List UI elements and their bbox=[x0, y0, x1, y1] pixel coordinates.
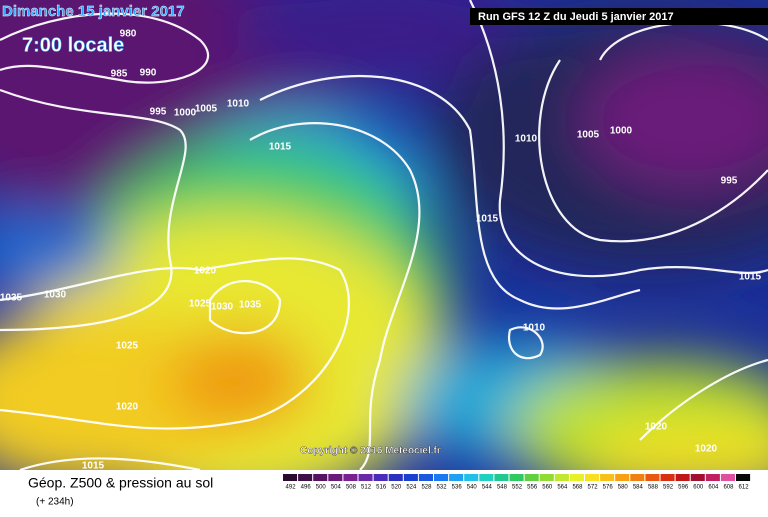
isobar-label: 1020 bbox=[645, 422, 668, 433]
scale-label: 572 bbox=[588, 485, 599, 491]
scale-swatch bbox=[736, 474, 751, 481]
scale-label: 540 bbox=[467, 485, 478, 491]
run-info: Run GFS 12 Z du Jeudi 5 janvier 2017 bbox=[478, 11, 674, 23]
isobar-label: 1015 bbox=[269, 142, 292, 153]
scale-swatch bbox=[585, 474, 600, 481]
scale-label: 592 bbox=[663, 485, 674, 491]
scale-swatch bbox=[388, 474, 403, 481]
scale-swatch bbox=[660, 474, 675, 481]
isobar-label: 1000 bbox=[610, 126, 633, 137]
scale-label: 608 bbox=[723, 485, 734, 491]
scale-swatch bbox=[479, 474, 494, 481]
isobar-label: 1030 bbox=[211, 302, 234, 313]
isobar-label: 1035 bbox=[239, 300, 262, 311]
scale-label: 548 bbox=[497, 485, 508, 491]
scale-swatch bbox=[690, 474, 705, 481]
scale-label: 612 bbox=[739, 485, 750, 491]
isobar-label: 1010 bbox=[227, 99, 250, 110]
scale-label: 504 bbox=[331, 485, 342, 491]
scale-swatch bbox=[494, 474, 509, 481]
isobars bbox=[0, 0, 768, 470]
isobar-label: 1005 bbox=[577, 130, 600, 141]
legend-title: Géop. Z500 & pression au sol bbox=[28, 475, 213, 491]
scale-label: 532 bbox=[437, 485, 448, 491]
scale-swatch bbox=[313, 474, 328, 481]
scale-label: 516 bbox=[376, 485, 387, 491]
forecast-time: 7:00 locale bbox=[22, 34, 124, 56]
scale-label: 564 bbox=[557, 485, 568, 491]
isobar-label: 985 bbox=[111, 69, 128, 80]
scale-swatch bbox=[283, 474, 298, 481]
scale-swatch bbox=[328, 474, 343, 481]
scale-label: 492 bbox=[286, 485, 297, 491]
scale-label: 544 bbox=[482, 485, 493, 491]
isobar-label: 1015 bbox=[739, 272, 762, 283]
scale-swatch bbox=[373, 474, 388, 481]
scale-label: 580 bbox=[618, 485, 629, 491]
forecast-date: Dimanche 15 janvier 2017 bbox=[2, 3, 185, 20]
scale-swatch bbox=[569, 474, 584, 481]
scale-label: 496 bbox=[301, 485, 312, 491]
scale-swatch bbox=[434, 474, 449, 481]
isobar-label: 1025 bbox=[116, 341, 139, 352]
isobar-label: 1005 bbox=[195, 104, 218, 115]
scale-swatch bbox=[464, 474, 479, 481]
scale-label: 596 bbox=[678, 485, 689, 491]
isobar-label: 980 bbox=[120, 29, 137, 40]
run-banner bbox=[470, 8, 768, 25]
isobar-label: 1035 bbox=[0, 293, 23, 304]
isobar-label: 1020 bbox=[695, 444, 718, 455]
scale-label: 536 bbox=[452, 485, 463, 491]
scale-label: 604 bbox=[708, 485, 719, 491]
scale-swatch bbox=[675, 474, 690, 481]
isobar-label: 995 bbox=[150, 107, 167, 118]
scale-swatch bbox=[630, 474, 645, 481]
scale-label: 588 bbox=[648, 485, 659, 491]
scale-swatch bbox=[539, 474, 554, 481]
isobar-label: 1000 bbox=[174, 108, 197, 119]
scale-swatch bbox=[449, 474, 464, 481]
scale-label: 560 bbox=[542, 485, 553, 491]
isobar-label: 1030 bbox=[44, 290, 67, 301]
scale-swatch bbox=[554, 474, 569, 481]
scale-swatch bbox=[600, 474, 615, 481]
scale-swatch bbox=[705, 474, 720, 481]
scale-label: 524 bbox=[406, 485, 417, 491]
isobar-label: 1015 bbox=[82, 461, 105, 472]
scale-label: 508 bbox=[346, 485, 357, 491]
scale-label: 584 bbox=[633, 485, 644, 491]
scale-label: 552 bbox=[512, 485, 523, 491]
scale-swatch bbox=[615, 474, 630, 481]
scale-label: 512 bbox=[361, 485, 372, 491]
scale-swatch bbox=[343, 474, 358, 481]
scale-swatch bbox=[509, 474, 524, 481]
scale-swatch bbox=[418, 474, 433, 481]
scale-swatch bbox=[358, 474, 373, 481]
scale-swatch bbox=[298, 474, 313, 481]
scale-label: 500 bbox=[316, 485, 327, 491]
scale-swatch bbox=[645, 474, 660, 481]
scale-swatch bbox=[403, 474, 418, 481]
scale-label: 568 bbox=[572, 485, 583, 491]
isobar-label: 995 bbox=[721, 176, 738, 187]
isobar-label: 1020 bbox=[116, 402, 139, 413]
isobar-label: 990 bbox=[140, 68, 157, 79]
scale-label: 600 bbox=[693, 485, 704, 491]
scale-label: 528 bbox=[421, 485, 432, 491]
isobar-label: 1010 bbox=[515, 134, 538, 145]
scale-label: 520 bbox=[391, 485, 402, 491]
scale-label: 556 bbox=[527, 485, 538, 491]
scale-swatch bbox=[720, 474, 735, 481]
copyright: Copyright © 2016 Meteociel.fr bbox=[300, 446, 441, 457]
isobar-label: 1020 bbox=[194, 266, 217, 277]
isobar-label: 1025 bbox=[189, 299, 212, 310]
legend-lead: (+ 234h) bbox=[36, 497, 74, 508]
scale-swatch bbox=[524, 474, 539, 481]
isobar-label: 1015 bbox=[476, 214, 499, 225]
isobar-label: 1010 bbox=[523, 323, 546, 334]
scale-label: 576 bbox=[603, 485, 614, 491]
